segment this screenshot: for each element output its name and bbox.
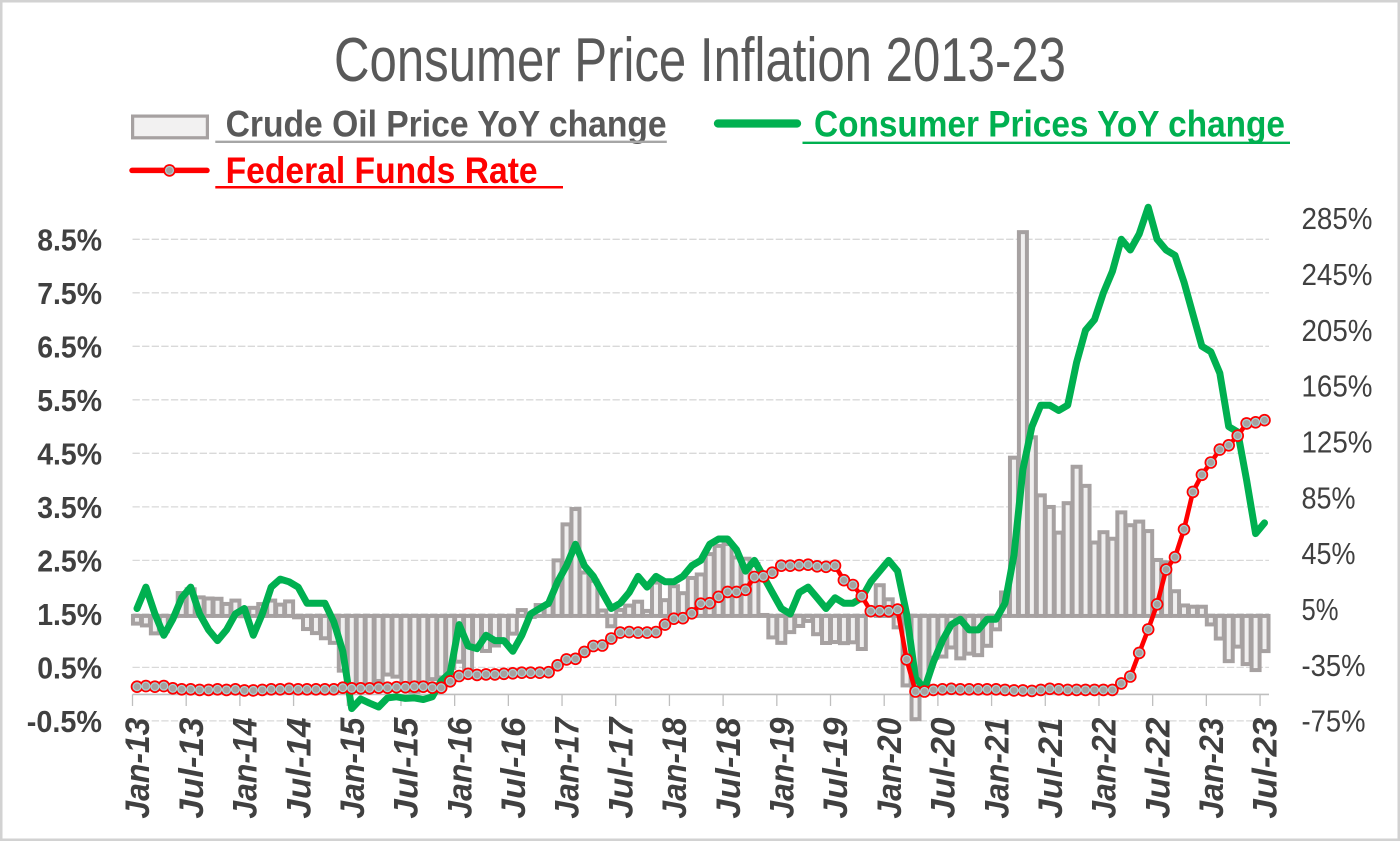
svg-text:4.5%: 4.5% — [37, 437, 102, 472]
svg-text:Jan-14: Jan-14 — [227, 718, 265, 819]
svg-text:7.5%: 7.5% — [37, 276, 102, 311]
svg-text:Jul-23: Jul-23 — [1247, 718, 1285, 819]
svg-text:Jan-19: Jan-19 — [764, 718, 802, 819]
svg-text:8.5%: 8.5% — [37, 223, 102, 258]
svg-text:Jul-13: Jul-13 — [173, 718, 211, 819]
svg-text:Jul-19: Jul-19 — [817, 718, 855, 819]
svg-text:5%: 5% — [1302, 592, 1339, 627]
svg-text:3.5%: 3.5% — [37, 490, 102, 525]
svg-text:125%: 125% — [1302, 425, 1373, 460]
svg-text:45%: 45% — [1302, 536, 1356, 571]
svg-text:Jan-16: Jan-16 — [441, 717, 479, 819]
svg-text:Jan-22: Jan-22 — [1086, 718, 1124, 819]
svg-text:Jul-16: Jul-16 — [495, 716, 533, 818]
svg-text:Jul-15: Jul-15 — [388, 716, 426, 818]
svg-text:Jan-18: Jan-18 — [656, 718, 694, 819]
svg-text:1.5%: 1.5% — [37, 597, 102, 632]
svg-text:Consumer Price Inflation 2013-: Consumer Price Inflation 2013-23 — [334, 26, 1066, 95]
svg-text:285%: 285% — [1302, 201, 1373, 236]
svg-text:Jul-20: Jul-20 — [925, 718, 963, 819]
svg-text:-35%: -35% — [1302, 648, 1366, 683]
svg-text:5.5%: 5.5% — [37, 383, 102, 418]
svg-text:Consumer Prices YoY change: Consumer Prices YoY change — [814, 102, 1285, 144]
svg-text:Crude Oil Price YoY change: Crude Oil Price YoY change — [226, 102, 667, 144]
svg-text:Jan-15: Jan-15 — [334, 717, 372, 819]
svg-text:165%: 165% — [1302, 369, 1373, 404]
svg-text:Jul-22: Jul-22 — [1139, 718, 1177, 819]
svg-text:Jan-13: Jan-13 — [119, 718, 157, 819]
svg-text:Federal Funds Rate: Federal Funds Rate — [226, 149, 538, 191]
svg-text:Jul-14: Jul-14 — [280, 718, 318, 819]
svg-text:205%: 205% — [1302, 313, 1373, 348]
svg-text:Jul-21: Jul-21 — [1032, 718, 1070, 819]
svg-text:6.5%: 6.5% — [37, 330, 102, 365]
svg-text:2.5%: 2.5% — [37, 544, 102, 579]
svg-text:245%: 245% — [1302, 257, 1373, 292]
svg-text:Jan-20: Jan-20 — [871, 718, 909, 819]
svg-text:Jul-18: Jul-18 — [710, 718, 748, 819]
svg-text:0.5%: 0.5% — [37, 651, 102, 686]
svg-text:Jan-17: Jan-17 — [549, 716, 587, 819]
svg-text:Jul-17: Jul-17 — [602, 715, 640, 818]
svg-text:-75%: -75% — [1302, 704, 1366, 739]
svg-text:Jan-21: Jan-21 — [978, 718, 1016, 819]
svg-text:85%: 85% — [1302, 480, 1356, 515]
svg-text:Jan-23: Jan-23 — [1193, 718, 1231, 819]
svg-text:-0.5%: -0.5% — [27, 704, 102, 739]
